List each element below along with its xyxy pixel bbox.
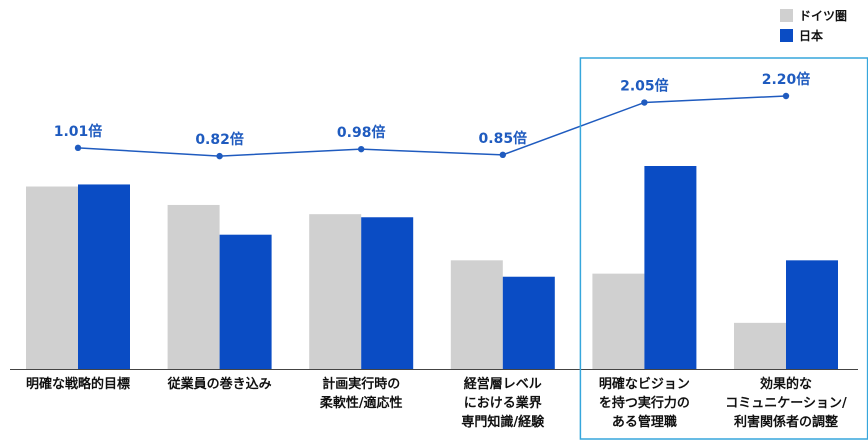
bar-japan-3 <box>502 276 555 369</box>
category-label-4-2: ある管理職 <box>612 414 677 430</box>
legend-label-japan: 日本 <box>799 28 823 43</box>
category-label-1-0: 従業員の巻き込み <box>167 376 272 392</box>
category-label-3-0: 経営層レベル <box>464 376 542 392</box>
category-label-4-0: 明確なビジョン <box>599 376 690 392</box>
category-label-5-2: 利害関係者の調整 <box>734 414 839 430</box>
category-label-3-1: における業界 <box>464 395 542 411</box>
category-label-0-0: 明確な戦略的目標 <box>26 376 130 392</box>
ratio-point-1 <box>216 152 223 160</box>
bar-dach-4 <box>592 273 645 369</box>
ratio-label-0: 1.01倍 <box>54 123 103 140</box>
ratio-label-2: 0.98倍 <box>337 124 386 141</box>
ratio-line <box>77 95 787 157</box>
bar-dach-1 <box>167 204 220 369</box>
bar-japan-1 <box>219 234 272 369</box>
ratio-label-1: 0.82倍 <box>195 131 244 148</box>
ratio-point-3 <box>499 151 506 159</box>
bar-dach-5 <box>734 322 786 369</box>
bar-dach-0 <box>26 186 78 369</box>
ratio-point-5 <box>782 92 790 100</box>
category-label-4-1: を持つ実行力の <box>599 395 690 411</box>
bar-japan-0 <box>78 184 130 369</box>
category-label-2-0: 計画実行時の <box>322 376 400 392</box>
bars-layer <box>10 166 858 370</box>
legend-swatch-dach <box>780 9 793 22</box>
bar-japan-2 <box>361 217 414 369</box>
ratio-point-4 <box>641 99 648 106</box>
category-label-5-0: 効果的な <box>760 376 812 392</box>
ratio-label-4: 2.05倍 <box>620 78 669 95</box>
bar-dach-2 <box>309 214 362 369</box>
category-label-5-1: コミュニケーション/ <box>725 396 847 411</box>
ratio-point-0 <box>74 144 82 152</box>
category-label-2-1: 柔軟性/適応性 <box>319 395 403 411</box>
ratio-point-2 <box>358 145 365 153</box>
category-label-3-2: 専門知識/経験 <box>461 414 545 430</box>
bar-japan-4 <box>644 166 697 369</box>
ratio-label-3: 0.85倍 <box>479 130 528 147</box>
bar-dach-3 <box>450 260 503 369</box>
bar-japan-5 <box>786 260 838 369</box>
legend-label-dach: ドイツ圏 <box>799 9 847 23</box>
legend-swatch-japan <box>780 29 793 42</box>
ratio-label-5: 2.20倍 <box>762 71 811 88</box>
ratio-line-layer: 1.01倍 0.82倍 0.98倍 0.85倍 2.05倍 2.20倍 <box>54 71 811 160</box>
